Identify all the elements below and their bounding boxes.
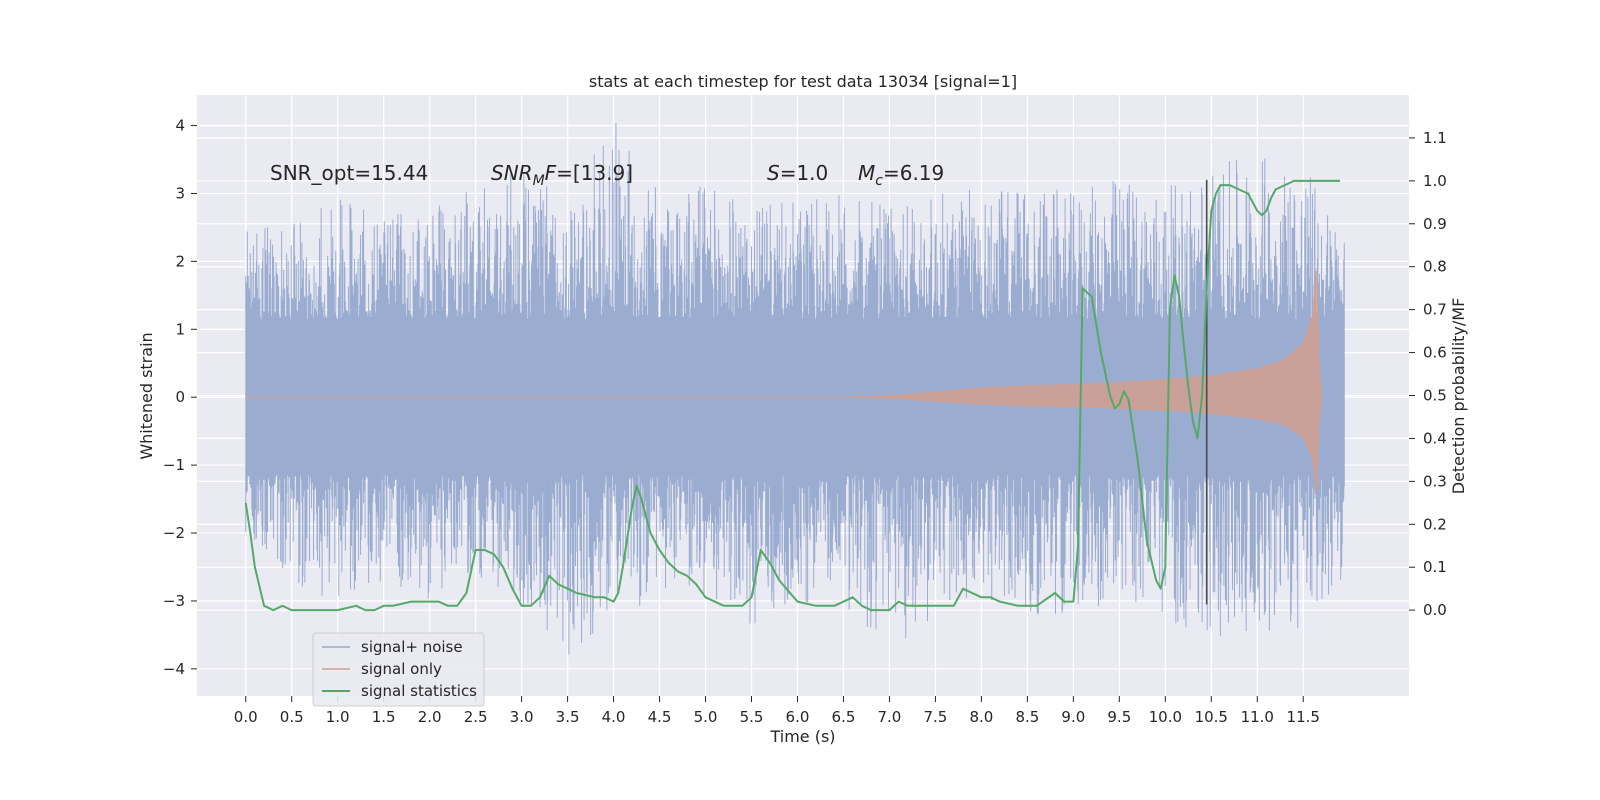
x-tick-label: 8.0 — [969, 708, 993, 726]
annotation-s: S=1.0 — [767, 161, 828, 185]
y-right-tick-label: 1.0 — [1423, 172, 1447, 190]
x-tick-label: 9.5 — [1107, 708, 1131, 726]
annotation-snr-mf-suffix: F — [545, 161, 557, 185]
y-right-tick-label: 0.4 — [1423, 429, 1447, 447]
y-right-tick-label: 0.0 — [1423, 601, 1447, 619]
legend-box — [312, 632, 485, 707]
annotation-s-main: S — [767, 161, 780, 185]
y-tick-label: 2 — [175, 252, 185, 270]
x-tick-label: 7.0 — [878, 708, 902, 726]
x-tick-label: 7.5 — [923, 708, 947, 726]
annotation-snr-opt: SNR_opt=15.44 — [270, 161, 428, 185]
x-tick-label: 1.0 — [326, 708, 350, 726]
y-tick-label: −1 — [163, 456, 185, 474]
signal-only-series — [843, 268, 1323, 495]
y-tick-label: 4 — [175, 117, 185, 135]
legend-label: signal only — [361, 660, 442, 678]
x-tick-label: 11.5 — [1287, 708, 1320, 726]
annotations: SNR_opt=15.44 SNRMF=[13.9] S=1.0 Mc=6.19 — [270, 161, 944, 189]
y-right-tick-label: 0.6 — [1423, 344, 1447, 362]
y-axis-right-label: Detection probability/MF — [1449, 298, 1468, 495]
signal-statistics-series — [244, 179, 1340, 612]
x-tick-label: 9.0 — [1061, 708, 1085, 726]
annotation-mc-suffix: =6.19 — [883, 161, 944, 185]
annotation-snr-mf: SNRMF=[13.9] — [491, 161, 633, 189]
annotation-s-suffix: =1.0 — [780, 161, 829, 185]
legend-label: signal statistics — [361, 682, 477, 700]
y-tick-label: −4 — [163, 660, 185, 678]
legend: signal+ noise signal only signal statistic… — [312, 632, 485, 707]
annotation-snr-mf-sub: M — [533, 173, 545, 189]
y-right-tick-label: 0.7 — [1423, 301, 1447, 319]
x-tick-label: 0.5 — [280, 708, 304, 726]
y-tick-label: 3 — [175, 184, 185, 202]
y-right-tick-label: 0.2 — [1423, 515, 1447, 533]
legend-label: signal+ noise — [361, 638, 463, 656]
x-axis-label: Time (s) — [769, 727, 835, 746]
y-right-tick-label: 0.5 — [1423, 387, 1447, 405]
y-right-tick-label: 1.1 — [1423, 129, 1447, 147]
x-tick-label: 10.5 — [1195, 708, 1228, 726]
annotation-snr-mf-main: SNR — [491, 161, 533, 185]
x-tick-label: 6.5 — [832, 708, 856, 726]
y-tick-label: 0 — [175, 388, 185, 406]
x-tick-label: 6.0 — [786, 708, 810, 726]
annotation-snr-mf-value: =[13.9] — [556, 161, 633, 185]
axes: 0.0 0.5 1.0 1.5 2.0 2.5 3.0 3.5 4.0 4.5 5.0 5.5 6.0 6… — [163, 117, 1447, 726]
x-tick-label: 10.0 — [1149, 708, 1182, 726]
chart-title: stats at each timestep for test data 130… — [589, 72, 1017, 91]
y-right-tick-label: 0.8 — [1423, 258, 1447, 276]
y-right-tick-label: 0.9 — [1423, 215, 1447, 233]
x-tick-label: 3.5 — [556, 708, 580, 726]
x-tick-label: 8.5 — [1015, 708, 1039, 726]
x-tick-label: 3.0 — [510, 708, 534, 726]
y-tick-label: −3 — [163, 592, 185, 610]
x-tick-label: 5.5 — [740, 708, 764, 726]
y-tick-label: 1 — [175, 320, 185, 338]
annotation-mc-sub: c — [875, 173, 883, 189]
x-tick-label: 11.0 — [1241, 708, 1274, 726]
x-tick-label: 4.0 — [602, 708, 626, 726]
y-tick-label: −2 — [163, 524, 185, 542]
x-tick-label: 2.0 — [418, 708, 442, 726]
annotation-snr-opt-main: SNR_opt=15.44 — [270, 161, 428, 185]
y-right-tick-label: 0.3 — [1423, 472, 1447, 490]
x-tick-label: 0.0 — [234, 708, 258, 726]
annotation-mc: Mc=6.19 — [858, 161, 944, 189]
y-axis-label: Whitened strain — [137, 332, 156, 459]
x-tick-label: 1.5 — [372, 708, 396, 726]
y-right-tick-label: 0.1 — [1423, 558, 1447, 576]
x-tick-label: 2.5 — [464, 708, 488, 726]
data-layer — [244, 123, 1345, 655]
x-tick-label: 4.5 — [648, 708, 672, 726]
annotation-mc-main: M — [858, 161, 875, 185]
x-tick-label: 5.0 — [694, 708, 718, 726]
